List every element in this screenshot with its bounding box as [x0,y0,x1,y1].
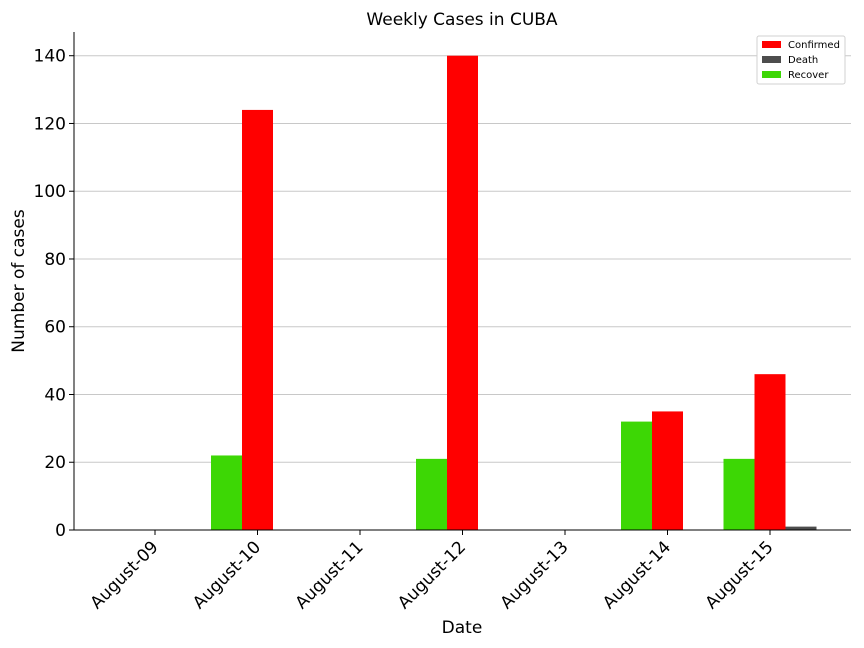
y-tick-label: 40 [44,385,66,405]
bar-death-august-15 [785,526,817,530]
x-tick-label: August-15 [702,537,778,613]
x-tick-label: August-09 [87,537,163,613]
x-ticks: August-09 August-10 August-11 August-12 Augu… [87,530,778,613]
y-tick-label: 100 [34,182,66,202]
bar-confirmed-august-10 [242,109,273,530]
legend-swatch-recover [762,71,781,78]
legend-swatch-confirmed [762,41,781,48]
y-axis-label: Number of cases [9,209,29,353]
x-tick-label: August-12 [394,537,470,613]
y-ticks: 0 20 40 60 80 100 120 140 [34,47,74,541]
y-tick-label: 80 [44,250,66,270]
bar-recover-august-10 [211,455,242,530]
bar-confirmed-august-15 [754,374,786,530]
y-tick-label: 20 [44,453,66,473]
legend-label-confirmed: Confirmed [788,40,840,51]
x-tick-label: August-10 [189,537,265,613]
legend: Confirmed Death Recover [756,35,846,85]
y-tick-label: 140 [34,47,66,67]
y-tick-label: 60 [44,318,66,338]
legend-swatch-death [762,56,781,63]
chart-title: Weekly Cases in CUBA [366,10,558,30]
legend-label-recover: Recover [788,70,829,81]
x-tick-label: August-13 [497,537,573,613]
bars-group [211,55,817,530]
bar-confirmed-august-14 [652,411,683,530]
x-axis-label: Date [442,618,483,638]
bar-recover-august-14 [621,421,652,530]
x-tick-label: August-11 [292,537,368,613]
bar-confirmed-august-12 [447,55,478,530]
y-tick-label: 120 [34,114,66,134]
x-tick-label: August-14 [599,537,675,613]
y-tick-label: 0 [55,521,66,541]
bar-recover-august-12 [416,458,447,530]
legend-label-death: Death [788,55,818,66]
bar-recover-august-15 [723,458,755,530]
